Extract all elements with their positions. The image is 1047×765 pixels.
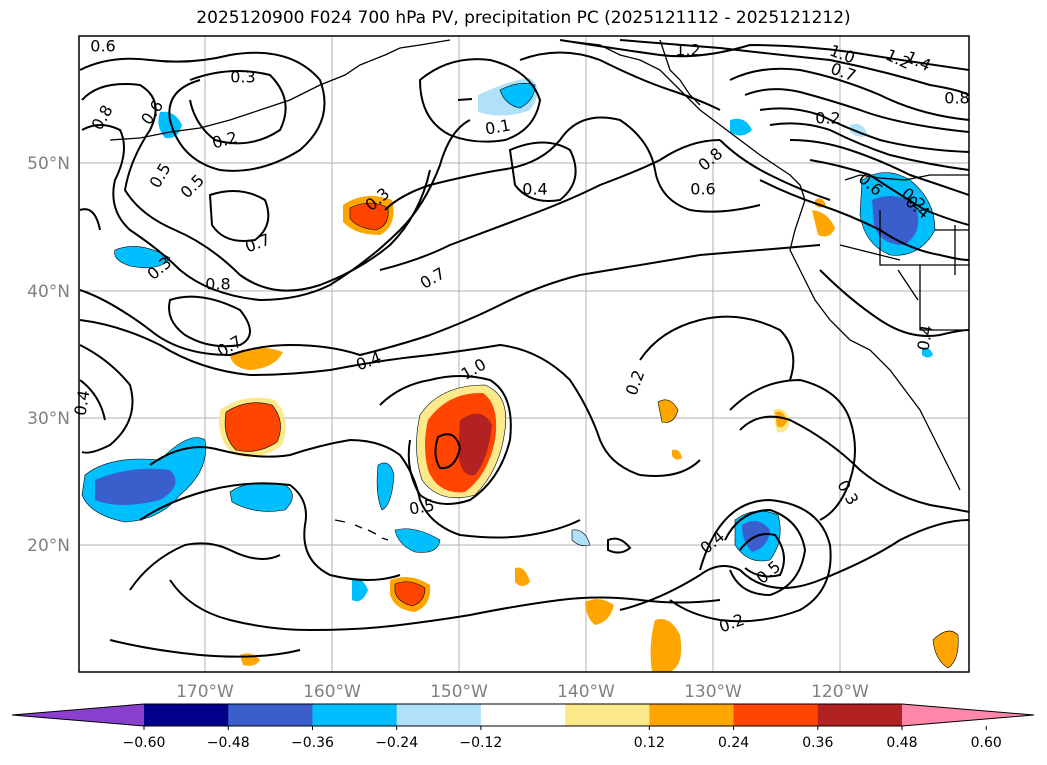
colorbar-segment bbox=[733, 704, 819, 726]
colorbar-tick-label: 0.12 bbox=[634, 735, 665, 751]
colorbar-extend-low bbox=[12, 704, 144, 726]
lon-label-150w: 150°W bbox=[430, 682, 488, 702]
contour-label: 0.4 bbox=[70, 389, 93, 417]
lon-label-120w: 120°W bbox=[811, 682, 869, 702]
lon-label-170w: 170°W bbox=[176, 682, 234, 702]
contour-label: 0.8 bbox=[944, 89, 969, 108]
lon-label-160w: 160°W bbox=[303, 682, 361, 702]
contour-label: 0.1 bbox=[484, 115, 512, 138]
contour-label: 0.4 bbox=[913, 324, 936, 352]
colorbar-tick-label: 0.48 bbox=[886, 735, 917, 751]
lat-label-30: 30°N bbox=[27, 409, 70, 429]
contour-label: 0.4 bbox=[522, 180, 547, 199]
colorbar-tick-label: 0.24 bbox=[718, 735, 749, 751]
colorbar-segment bbox=[817, 704, 903, 726]
lon-label-130w: 130°W bbox=[684, 682, 742, 702]
lat-label-20: 20°N bbox=[27, 536, 70, 556]
colorbar-tick-label: −0.60 bbox=[123, 735, 166, 751]
lat-label-40: 40°N bbox=[27, 282, 70, 302]
gridlines bbox=[79, 36, 969, 672]
contour-label: 0.8 bbox=[205, 275, 230, 294]
colorbar-segment bbox=[144, 704, 229, 726]
lat-label-50: 50°N bbox=[27, 154, 70, 174]
contour-label: 0.5 bbox=[408, 495, 436, 518]
colorbar-segment bbox=[312, 704, 398, 726]
colorbar-segment bbox=[480, 704, 566, 726]
contour-label: 0.2 bbox=[815, 109, 840, 128]
colorbar-segment bbox=[396, 704, 482, 726]
contour-label: 0.6 bbox=[90, 37, 115, 56]
colorbar-tick-label: −0.24 bbox=[375, 735, 418, 751]
chart-title: 2025120900 F024 700 hPa PV, precipitatio… bbox=[196, 8, 851, 28]
colorbar-segment bbox=[228, 704, 313, 726]
colorbar-tick-label: 0.36 bbox=[802, 735, 833, 751]
colorbar-segment bbox=[565, 704, 650, 726]
lon-label-140w: 140°W bbox=[557, 682, 615, 702]
colorbar-tick-label: 0.60 bbox=[971, 735, 1002, 751]
colorbar-tick-label: −0.12 bbox=[459, 735, 502, 751]
map-frame bbox=[78, 35, 970, 673]
contour-label: 0.3 bbox=[230, 68, 255, 87]
colorbar-extend-high bbox=[902, 704, 1034, 726]
contour-label: 0.6 bbox=[690, 180, 715, 199]
colorbar-tick-label: −0.36 bbox=[291, 735, 334, 751]
coastlines bbox=[109, 39, 969, 541]
colorbar: −0.60 −0.48 −0.36 −0.24 −0.12 0.12 0.24 0.36 0.4… bbox=[11, 703, 1035, 751]
contour-label: 1.2 bbox=[675, 41, 700, 60]
colorbar-segment bbox=[649, 704, 735, 726]
colorbar-tick-label: −0.48 bbox=[207, 735, 250, 751]
pv-contours bbox=[79, 39, 969, 658]
